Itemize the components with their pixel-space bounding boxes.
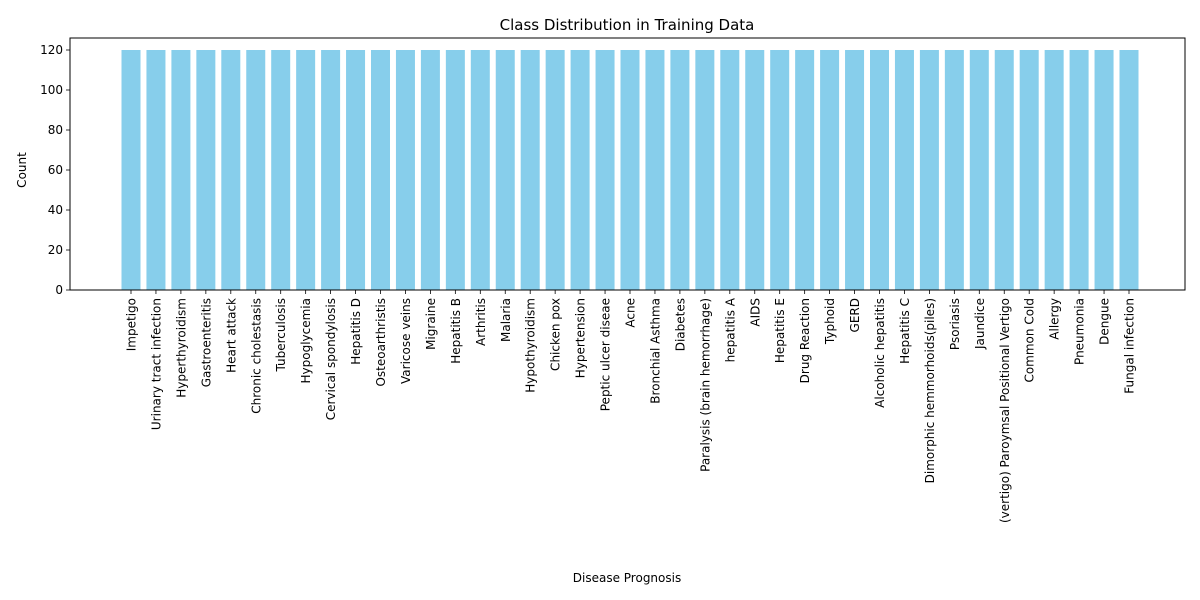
y-tick-label: 100 bbox=[40, 83, 63, 97]
bar bbox=[271, 50, 291, 290]
bar bbox=[146, 50, 166, 290]
bar bbox=[121, 50, 141, 290]
x-tick-label: Hepatitis D bbox=[349, 298, 363, 365]
bar bbox=[371, 50, 390, 290]
x-tick-label: Dimorphic hemmorhoids(piles) bbox=[923, 298, 937, 483]
bar bbox=[1069, 50, 1089, 290]
x-tick-label: Diabetes bbox=[673, 298, 687, 351]
y-tick-label: 120 bbox=[40, 43, 63, 57]
bar bbox=[969, 50, 989, 290]
y-tick-label: 0 bbox=[55, 283, 63, 297]
y-tick-label: 60 bbox=[48, 163, 63, 177]
x-tick-label: AIDS bbox=[748, 298, 762, 327]
x-tick-label: Hyperthyroidism bbox=[174, 298, 188, 398]
x-tick-label: Pneumonia bbox=[1073, 298, 1087, 365]
x-tick-label: Arthritis bbox=[474, 298, 488, 346]
bar bbox=[445, 50, 465, 290]
bar bbox=[919, 50, 939, 290]
bar bbox=[745, 50, 765, 290]
x-tick-label: Bronchial Asthma bbox=[648, 298, 662, 404]
x-tick-label: Urinary tract infection bbox=[149, 298, 163, 430]
y-tick-label: 20 bbox=[48, 243, 63, 257]
x-tick-label: GERD bbox=[848, 298, 862, 332]
x-tick-label: Drug Reaction bbox=[798, 298, 812, 383]
y-tick-label: 40 bbox=[48, 203, 63, 217]
y-axis: 0 20 40 60 80 100 120 bbox=[40, 43, 70, 297]
plot-frame bbox=[69, 37, 1186, 291]
x-tick-label: Alcoholic hepatitis bbox=[873, 298, 887, 408]
x-tick-label: Psoriasis bbox=[948, 298, 962, 350]
x-tick-label: Paralysis (brain hemorrhage) bbox=[698, 298, 712, 472]
x-tick-label: Tuberculosis bbox=[274, 298, 288, 373]
bars-group bbox=[121, 50, 1139, 290]
x-tick-label: Common Cold bbox=[1023, 298, 1037, 383]
bar bbox=[1119, 50, 1139, 290]
x-tick-label: Osteoarthristis bbox=[374, 298, 388, 387]
x-tick-label: Chicken pox bbox=[549, 298, 563, 371]
bar bbox=[296, 50, 316, 290]
x-tick-label: Heart attack bbox=[224, 298, 238, 373]
x-tick-label: Jaundice bbox=[973, 298, 987, 350]
bar bbox=[470, 50, 490, 290]
x-tick-label: Hepatitis B bbox=[449, 298, 463, 364]
x-tick-label: Impetigo bbox=[125, 298, 139, 351]
x-tick-label: Migraine bbox=[424, 298, 438, 350]
x-axis-label: Disease Prognosis bbox=[573, 571, 681, 585]
x-tick-label: Hypoglycemia bbox=[299, 298, 313, 384]
x-tick-label: Gastroenteritis bbox=[199, 298, 213, 387]
bar bbox=[1094, 50, 1114, 290]
bar bbox=[420, 50, 440, 290]
bar bbox=[670, 50, 690, 290]
bar bbox=[171, 50, 191, 290]
x-tick-label: Dengue bbox=[1098, 298, 1112, 345]
bar bbox=[845, 50, 865, 290]
bar bbox=[645, 50, 665, 290]
bar bbox=[495, 50, 515, 290]
bar bbox=[994, 50, 1014, 290]
bar bbox=[321, 50, 341, 290]
bar bbox=[695, 50, 715, 290]
bar bbox=[894, 50, 914, 290]
bar bbox=[246, 50, 266, 290]
x-tick-label: Malaria bbox=[499, 298, 513, 342]
bar bbox=[395, 50, 415, 290]
x-tick-label: Chronic cholestasis bbox=[249, 298, 263, 414]
bar bbox=[620, 50, 640, 290]
bar bbox=[795, 50, 815, 290]
bar bbox=[595, 50, 615, 290]
x-tick-label: (vertigo) Paroymsal Positional Vertigo bbox=[998, 298, 1012, 523]
x-tick-label: Hypothyroidism bbox=[524, 298, 538, 393]
bar bbox=[196, 50, 216, 290]
x-tick-label: Hepatitis E bbox=[773, 298, 787, 363]
bar bbox=[570, 50, 590, 290]
x-tick-label: Typhoid bbox=[823, 298, 837, 345]
bar bbox=[1019, 50, 1039, 290]
x-tick-label: hepatitis A bbox=[723, 297, 737, 362]
chart-title: Class Distribution in Training Data bbox=[500, 16, 755, 34]
x-tick-label: Hepatitis C bbox=[898, 298, 912, 364]
x-tick-label: Hypertension bbox=[574, 298, 588, 378]
bar bbox=[720, 50, 740, 290]
x-tick-label: Fungal infection bbox=[1123, 298, 1137, 394]
bar bbox=[944, 50, 964, 290]
y-axis-label: Count bbox=[15, 152, 29, 188]
x-tick-label: Allergy bbox=[1048, 298, 1062, 340]
bar bbox=[520, 50, 540, 290]
x-tick-label: Varicose veins bbox=[399, 298, 413, 384]
bar bbox=[820, 50, 840, 290]
x-tick-label: Peptic ulcer diseae bbox=[599, 298, 613, 411]
bar bbox=[870, 50, 889, 290]
bar bbox=[1044, 50, 1064, 290]
bar bbox=[221, 50, 241, 290]
x-tick-label: Acne bbox=[624, 298, 638, 328]
x-tick-label: Cervical spondylosis bbox=[324, 298, 338, 420]
bar bbox=[770, 50, 790, 290]
y-tick-label: 80 bbox=[48, 123, 63, 137]
bar bbox=[346, 50, 366, 290]
x-axis: Impetigo Urinary tract infection Hyperthyr… bbox=[125, 290, 1137, 523]
bar bbox=[545, 50, 565, 290]
